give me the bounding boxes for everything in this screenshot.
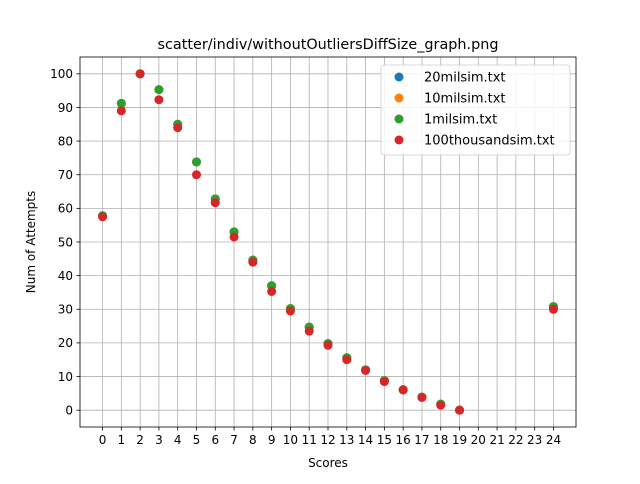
legend-marker [394, 114, 404, 124]
y-tick-label: 10 [58, 370, 73, 384]
data-point [173, 123, 183, 133]
data-point [342, 355, 352, 365]
legend-marker [394, 72, 404, 82]
chart-title: scatter/indiv/withoutOutliersDiffSize_gr… [157, 37, 498, 53]
x-axis-label: Scores [308, 456, 348, 470]
data-point [417, 392, 427, 402]
x-tick-label: 1 [118, 433, 126, 447]
legend-label: 20milsim.txt [424, 71, 506, 86]
x-tick-label: 11 [302, 433, 317, 447]
y-tick-label: 50 [58, 235, 73, 249]
x-tick-label: 7 [230, 433, 238, 447]
x-tick-label: 9 [268, 433, 276, 447]
x-tick-label: 12 [320, 433, 335, 447]
y-tick-label: 80 [58, 134, 73, 148]
legend-box [380, 64, 571, 156]
data-point [267, 286, 277, 296]
legend-label: 10milsim.txt [424, 92, 506, 107]
data-point [379, 377, 389, 387]
y-tick-label: 70 [58, 168, 73, 182]
data-point [154, 85, 164, 95]
x-tick-label: 10 [283, 433, 298, 447]
x-tick-label: 14 [358, 433, 373, 447]
y-tick-label: 100 [50, 67, 73, 81]
data-point [361, 365, 371, 375]
data-point [548, 304, 558, 314]
legend-label: 100thousandsim.txt [424, 134, 555, 149]
data-point [436, 400, 446, 410]
axis-ticks: 0 1 2 3 4 5 6 7 8 9 10 11 12 13 14 15 16 17 18 19 20 21 22 23 24… [50, 67, 561, 447]
data-point [191, 157, 201, 167]
data-point [455, 405, 465, 415]
x-tick-label: 4 [174, 433, 182, 447]
y-axis-label: Num of Attempts [24, 191, 38, 294]
y-tick-label: 90 [58, 101, 73, 115]
data-point [229, 232, 239, 242]
data-point [248, 257, 258, 267]
x-tick-label: 18 [433, 433, 448, 447]
series-3-points [98, 69, 558, 415]
legend-marker [394, 93, 404, 103]
data-point [210, 198, 220, 208]
x-tick-label: 5 [193, 433, 201, 447]
x-tick-label: 6 [211, 433, 219, 447]
x-tick-label: 8 [249, 433, 257, 447]
x-tick-label: 19 [452, 433, 467, 447]
x-tick-label: 17 [414, 433, 429, 447]
y-tick-label: 0 [65, 403, 73, 417]
data-point [191, 170, 201, 180]
x-tick-label: 0 [99, 433, 107, 447]
data-point [398, 385, 408, 395]
y-tick-label: 30 [58, 303, 73, 317]
legend: 20milsim.txt 10milsim.txt 1milsim.txt 100th… [380, 64, 571, 156]
y-tick-label: 20 [58, 336, 73, 350]
data-point [135, 69, 145, 79]
x-tick-label: 13 [339, 433, 354, 447]
legend-marker [394, 135, 404, 145]
x-tick-label: 20 [471, 433, 486, 447]
data-point [285, 306, 295, 316]
data-points [98, 69, 558, 415]
x-tick-label: 16 [396, 433, 411, 447]
y-tick-label: 60 [58, 202, 73, 216]
plot-frame [79, 56, 577, 428]
x-tick-label: 24 [546, 433, 561, 447]
data-point [323, 340, 333, 350]
data-point [116, 98, 126, 108]
x-tick-label: 22 [508, 433, 523, 447]
y-tick-label: 40 [58, 269, 73, 283]
x-tick-label: 23 [527, 433, 542, 447]
x-tick-label: 2 [136, 433, 144, 447]
data-point [304, 326, 314, 336]
x-tick-label: 3 [155, 433, 163, 447]
data-point [98, 212, 108, 222]
legend-label: 1milsim.txt [424, 113, 497, 128]
x-tick-label: 21 [489, 433, 504, 447]
data-point [154, 95, 164, 105]
x-tick-label: 15 [377, 433, 392, 447]
data-point [116, 106, 126, 116]
